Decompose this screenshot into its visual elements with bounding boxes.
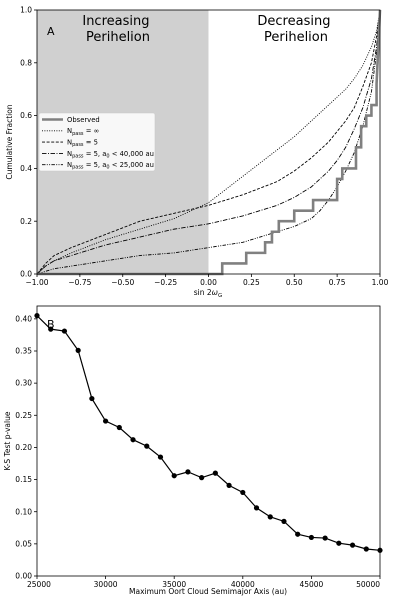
y-tick-label-a: 0.8 <box>20 58 32 67</box>
x-axis-title-a: sin 2ωG <box>194 288 222 299</box>
panel-a: −1.00 −0.75 −0.50 −0.25 0.00 0.25 0.50 0.75 1.00… <box>5 6 389 299</box>
x-tick-label-a: −1.00 <box>26 278 49 287</box>
y-tick-label-a: 0.2 <box>20 217 32 226</box>
data-point <box>199 475 205 481</box>
y-tick-label-a: 1.0 <box>20 6 32 15</box>
x-tick-label-a: 0.25 <box>243 278 260 287</box>
data-point <box>185 469 191 475</box>
series-line-2 <box>36 9 381 275</box>
y-tick-label-b: 0.20 <box>15 443 32 452</box>
x-tick-label-b: 25000 <box>27 580 51 589</box>
series-line-3 <box>36 9 381 275</box>
series-line-0 <box>37 9 382 276</box>
x-tick-label-a: −0.50 <box>111 278 134 287</box>
x-tick-label-b: 30000 <box>94 580 118 589</box>
y-axis-title-a: Cumulative Fraction <box>5 104 14 179</box>
legend-label: Npass = 5, a0 < 25,000 au <box>67 161 154 171</box>
series-line-1 <box>36 9 381 275</box>
y-tick-label-a: 0.6 <box>20 111 32 120</box>
data-point <box>157 454 164 460</box>
data-point <box>103 418 109 424</box>
legend-label: Npass = 5, a0 < 40,000 au <box>67 150 154 160</box>
panel-b-label: B <box>47 318 55 331</box>
x-tick-label-a: −0.75 <box>68 278 91 287</box>
data-point <box>281 518 287 524</box>
y-tick-label-b: 0.40 <box>15 314 32 323</box>
legend-box <box>38 112 156 172</box>
x-tick-label-b: 35000 <box>162 580 186 589</box>
region-label-decreasing: Decreasing Perihelion <box>257 14 334 45</box>
region-label-increasing: Increasing Perihelion <box>82 14 153 45</box>
x-tick-label-b: 45000 <box>299 580 323 589</box>
p-value-line <box>36 315 381 551</box>
data-point <box>226 482 232 488</box>
data-point <box>253 505 260 511</box>
y-tick-label-b: 0.00 <box>15 572 32 581</box>
data-point <box>212 470 218 476</box>
data-point <box>75 347 81 353</box>
data-point <box>144 443 150 449</box>
data-point <box>89 395 95 402</box>
y-axis-title-b: K-S Test p-value <box>3 411 12 470</box>
x-tick-label-a: −0.25 <box>154 278 177 287</box>
data-point <box>267 514 273 520</box>
data-point <box>363 546 369 552</box>
x-tick-label-a: 0.00 <box>200 278 217 287</box>
data-point <box>116 424 122 431</box>
y-tick-label-b: 0.30 <box>15 379 32 388</box>
x-tick-label-b: 50000 <box>356 580 380 589</box>
panel-b-frame <box>36 305 381 577</box>
y-tick-label-b: 0.05 <box>15 539 32 548</box>
x-tick-label-a: 0.50 <box>286 278 303 287</box>
data-point <box>349 542 356 548</box>
y-tick-label-b: 0.25 <box>15 411 32 420</box>
data-point <box>171 473 177 479</box>
x-tick-label-a: 1.00 <box>372 278 389 287</box>
legend-label: Observed <box>67 116 100 124</box>
panel-b: 25000 30000 35000 40000 45000 50000 0.00 0.05 0.… <box>3 305 383 596</box>
panel-a-label: A <box>47 25 55 38</box>
data-point <box>240 489 246 496</box>
data-point <box>130 437 136 443</box>
y-tick-label-a: 0.4 <box>20 164 32 173</box>
y-tick-label-b: 0.10 <box>15 507 32 516</box>
y-tick-label-a: 0.0 <box>20 270 32 279</box>
data-point <box>336 540 342 546</box>
x-tick-label-b: 40000 <box>231 580 255 589</box>
legend-label: Npass = 5 <box>67 139 98 149</box>
data-point <box>295 531 301 537</box>
legend-label: Npass = ∞ <box>67 127 99 137</box>
y-tick-label-b: 0.15 <box>15 475 32 484</box>
data-point <box>61 328 68 334</box>
x-tick-label-a: 0.75 <box>329 278 346 287</box>
data-point <box>48 326 54 332</box>
data-point <box>308 534 314 541</box>
data-point <box>322 535 328 541</box>
x-axis-title-b: Maximum Oort Cloud Semimajor Axis (au) <box>129 587 287 596</box>
y-tick-label-b: 0.35 <box>15 347 32 356</box>
